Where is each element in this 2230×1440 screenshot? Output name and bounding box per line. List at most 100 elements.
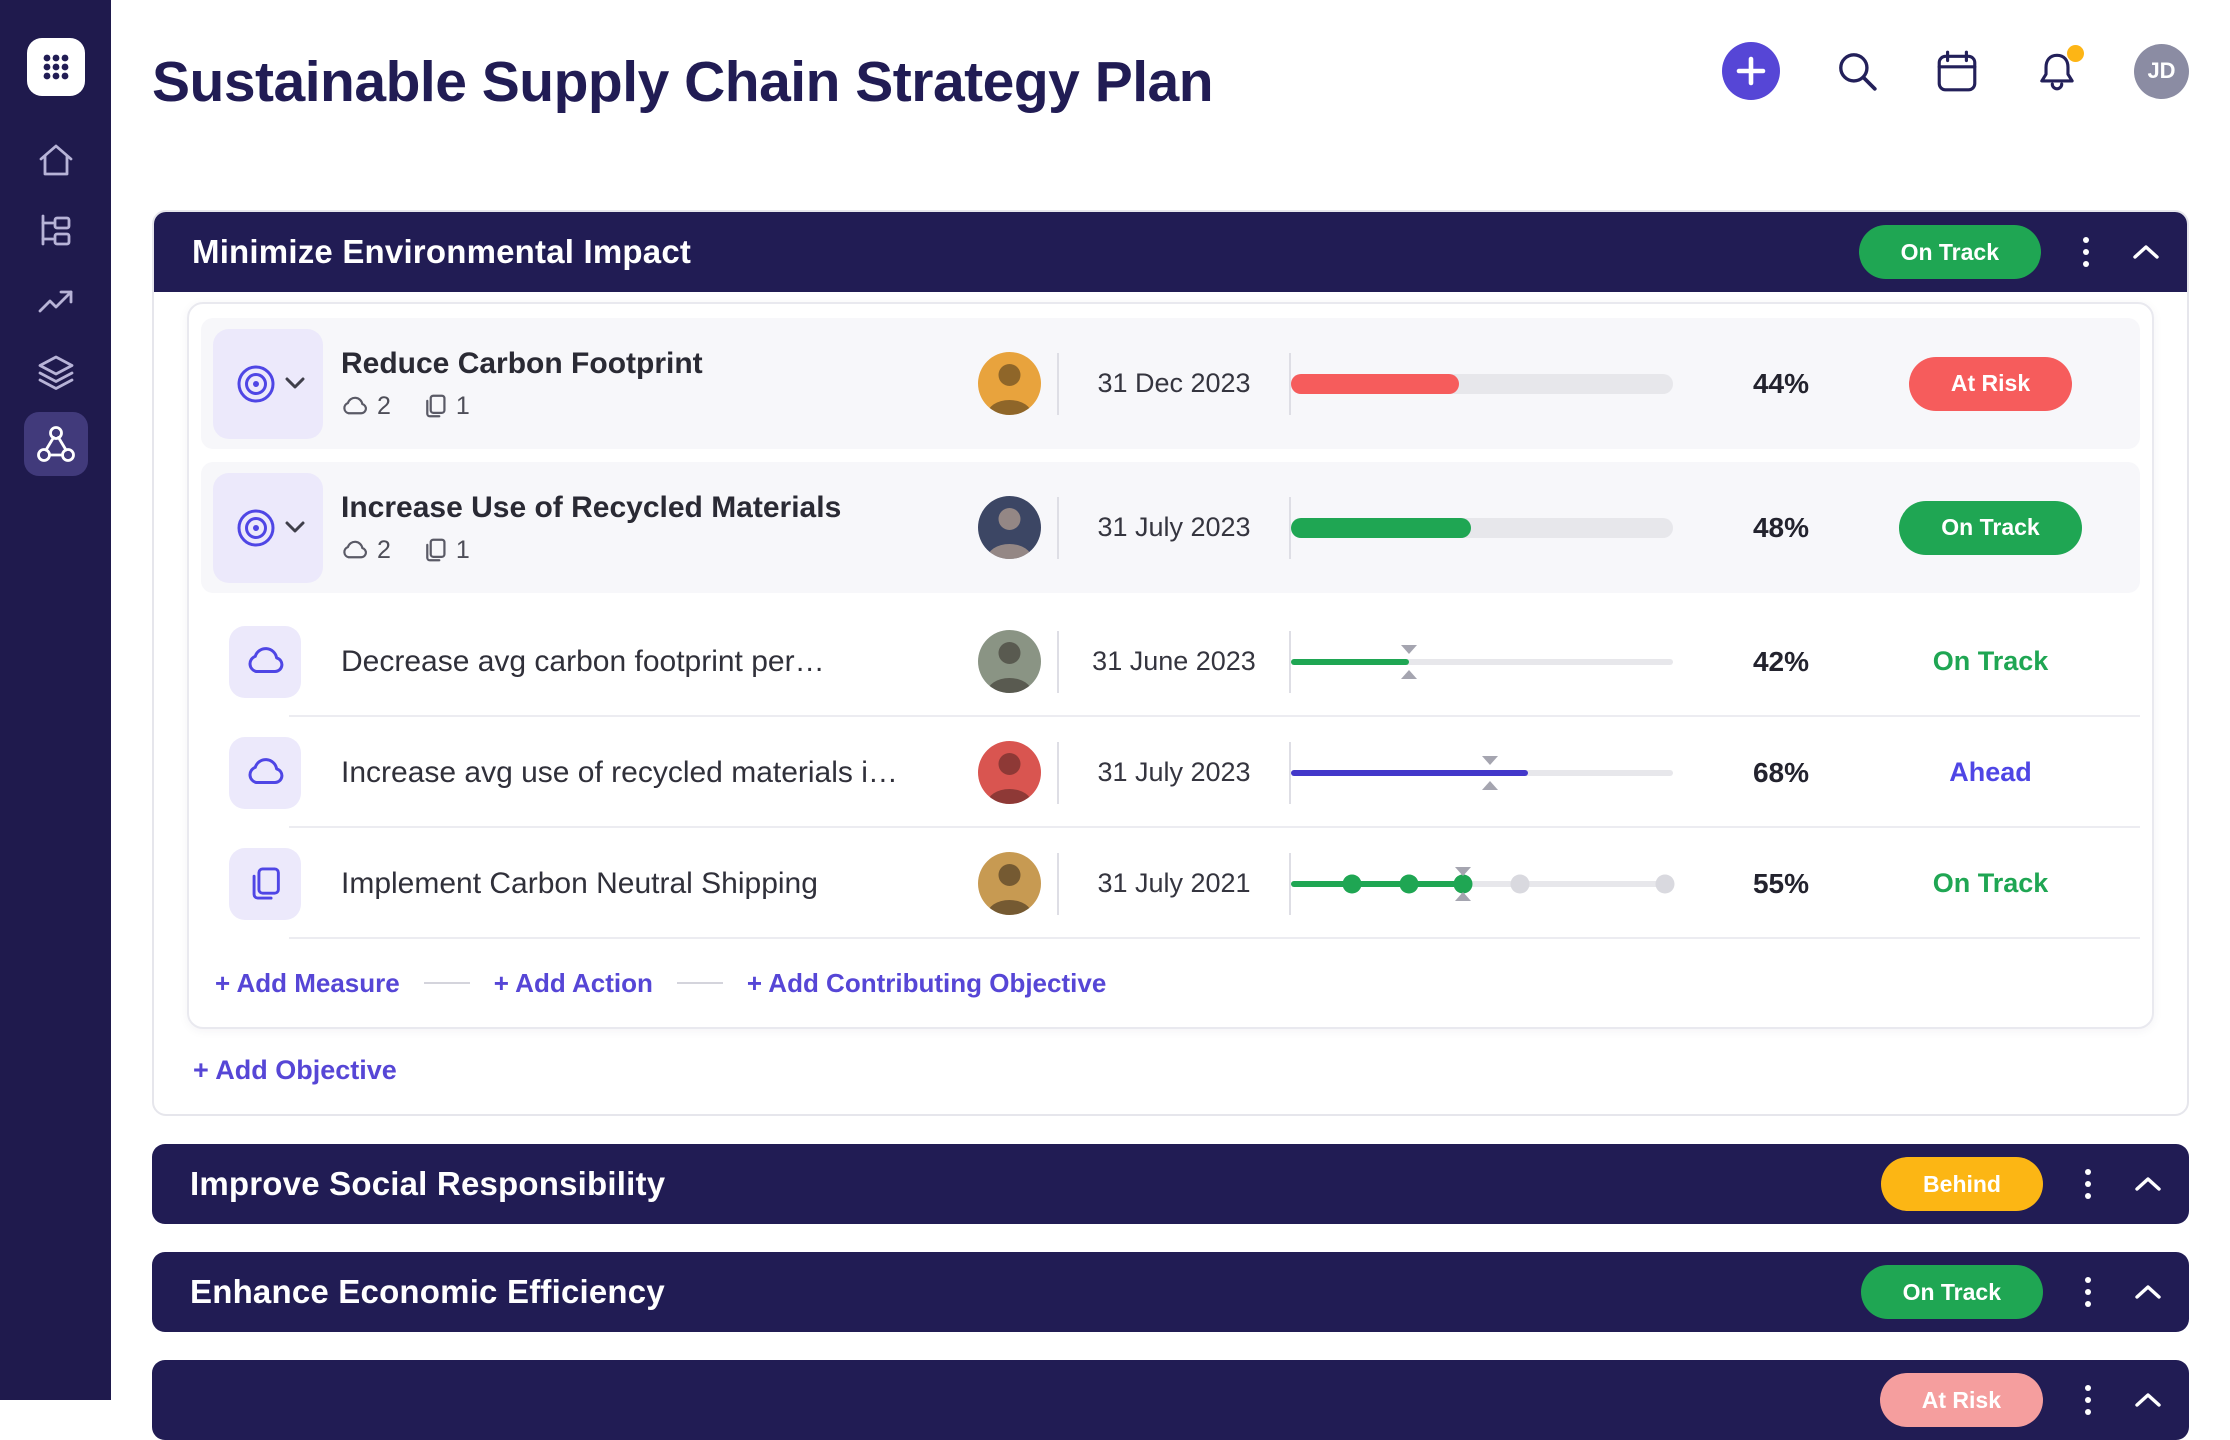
calendar-icon [1937, 50, 1977, 92]
progress-percent: 42% [1752, 645, 1810, 677]
milestone-dot [1399, 874, 1419, 893]
measure-tile [229, 736, 301, 809]
app-logo[interactable] [26, 38, 85, 96]
add-button[interactable] [1722, 42, 1780, 100]
main-content: Sustainable Supply Chain Strategy Plan [111, 0, 2230, 1440]
target-icon [237, 365, 274, 402]
objective-header-actions: On Track [1858, 225, 2161, 279]
search-button[interactable] [1834, 48, 1880, 94]
row-counts: 2 1 [341, 536, 961, 565]
assignee-avatar [977, 741, 1041, 804]
assignee-avatar [977, 352, 1041, 415]
measure-name[interactable]: Decrease avg carbon footprint per… [341, 644, 825, 678]
kebab-menu-button[interactable] [2073, 1269, 2103, 1315]
document-icon [252, 867, 280, 900]
sidebar-item-hierarchy[interactable] [24, 199, 88, 263]
progress-bar [1291, 517, 1673, 538]
objective-header: Improve Social Responsibility Behind [152, 1144, 2189, 1224]
objective-card-collapsed: Enhance Economic Efficiency On Track [152, 1252, 2189, 1332]
chevron-up-icon [2135, 1393, 2161, 1407]
measure-name[interactable]: Increase avg use of recycled materials i… [341, 755, 898, 789]
sidebar-item-layers[interactable] [24, 341, 88, 405]
due-date: 31 July 2023 [1097, 512, 1251, 542]
objective-row: Reduce Carbon Footprint 2 1 31 Dec 2023 [201, 318, 2140, 449]
topbar: Sustainable Supply Chain Strategy Plan [152, 36, 2189, 128]
logo-dots-icon [43, 54, 68, 80]
status-badge: On Track [1858, 225, 2041, 279]
sidebar-item-trends[interactable] [24, 270, 88, 334]
add-contributing-objective-link[interactable]: + Add Contributing Objective [746, 967, 1107, 998]
page-title: Sustainable Supply Chain Strategy Plan [152, 50, 1214, 114]
search-icon [1839, 53, 1877, 91]
rows-card: Reduce Carbon Footprint 2 1 31 Dec 2023 [187, 302, 2154, 1029]
collapse-button[interactable] [2133, 1283, 2163, 1301]
document-icon [426, 394, 446, 418]
measure-row: Increase avg use of recycled materials i… [201, 717, 2140, 828]
objective-title: Minimize Environmental Impact [192, 233, 692, 270]
collapse-button[interactable] [2133, 1391, 2163, 1409]
column-divider [1289, 630, 1291, 693]
objective-row: Increase Use of Recycled Materials 2 1 3… [201, 462, 2140, 593]
due-date: 31 July 2021 [1097, 868, 1251, 898]
user-avatar[interactable]: JD [2134, 43, 2189, 99]
objective-body: Reduce Carbon Footprint 2 1 31 Dec 2023 [154, 292, 2187, 1114]
notifications-button[interactable] [2034, 45, 2084, 94]
progress-bar [1291, 755, 1673, 790]
sidebar-item-home[interactable] [24, 128, 88, 192]
milestone-dot [1342, 874, 1362, 893]
chevron-down-icon [285, 377, 304, 389]
topbar-actions: JD [1722, 42, 2189, 100]
cloud-icon [343, 540, 367, 558]
progress-fill [1291, 658, 1410, 665]
column-divider [1057, 852, 1059, 915]
kebab-menu-button[interactable] [2073, 1377, 2103, 1423]
cloud-icon [343, 396, 367, 414]
progress-percent: 44% [1752, 367, 1810, 399]
status-label[interactable]: On Track [1932, 646, 2049, 676]
objective-expand-tile[interactable] [213, 472, 323, 583]
progress-bar [1291, 373, 1673, 394]
objective-expand-tile[interactable] [213, 328, 323, 439]
add-objective-link[interactable]: + Add Objective [193, 1055, 397, 1085]
status-label[interactable]: Ahead [1949, 757, 2032, 787]
milestone-dots [1291, 874, 1675, 893]
progress-fill [1291, 769, 1528, 776]
add-measure-link[interactable]: + Add Measure [215, 967, 400, 998]
column-divider [1057, 352, 1059, 415]
document-icon [426, 538, 446, 562]
due-date: 31 Dec 2023 [1097, 368, 1251, 398]
collapse-button[interactable] [2131, 243, 2161, 261]
objective-title: Improve Social Responsibility [190, 1165, 666, 1202]
status-label[interactable]: On Track [1932, 868, 2049, 898]
assignee-avatar [977, 496, 1041, 559]
cloud-icon [248, 758, 284, 785]
add-action-link[interactable]: + Add Action [493, 967, 653, 998]
objective-header: Enhance Economic Efficiency On Track [152, 1252, 2189, 1332]
status-badge[interactable]: At Risk [1908, 356, 2073, 411]
action-count: 1 [455, 535, 470, 564]
row-counts: 2 1 [341, 392, 961, 421]
measure-row: Decrease avg carbon footprint per… 31 Ju… [201, 606, 2140, 717]
hierarchy-icon [41, 214, 70, 246]
bell-icon [2040, 53, 2074, 91]
action-tile [229, 847, 301, 920]
chevron-up-icon [2135, 1177, 2161, 1191]
calendar-button[interactable] [1934, 48, 1980, 94]
objective-card-collapsed: At Risk [152, 1360, 2189, 1440]
kebab-menu-button[interactable] [2073, 1161, 2103, 1207]
kebab-menu-button[interactable] [2071, 229, 2101, 275]
collapse-button[interactable] [2133, 1175, 2163, 1193]
action-name[interactable]: Implement Carbon Neutral Shipping [341, 866, 818, 900]
sidebar-item-strategy-map[interactable] [23, 412, 88, 476]
home-icon [39, 144, 72, 176]
progress-bar [1291, 644, 1673, 679]
objective-name[interactable]: Reduce Carbon Footprint [341, 346, 703, 380]
objective-name[interactable]: Increase Use of Recycled Materials [341, 490, 842, 524]
objective-card-collapsed: Improve Social Responsibility Behind [152, 1144, 2189, 1224]
layers-icon [38, 355, 73, 390]
status-badge[interactable]: On Track [1899, 500, 2082, 555]
due-date: 31 July 2023 [1097, 757, 1251, 787]
target-icon [237, 509, 274, 546]
link-separator [423, 982, 470, 984]
